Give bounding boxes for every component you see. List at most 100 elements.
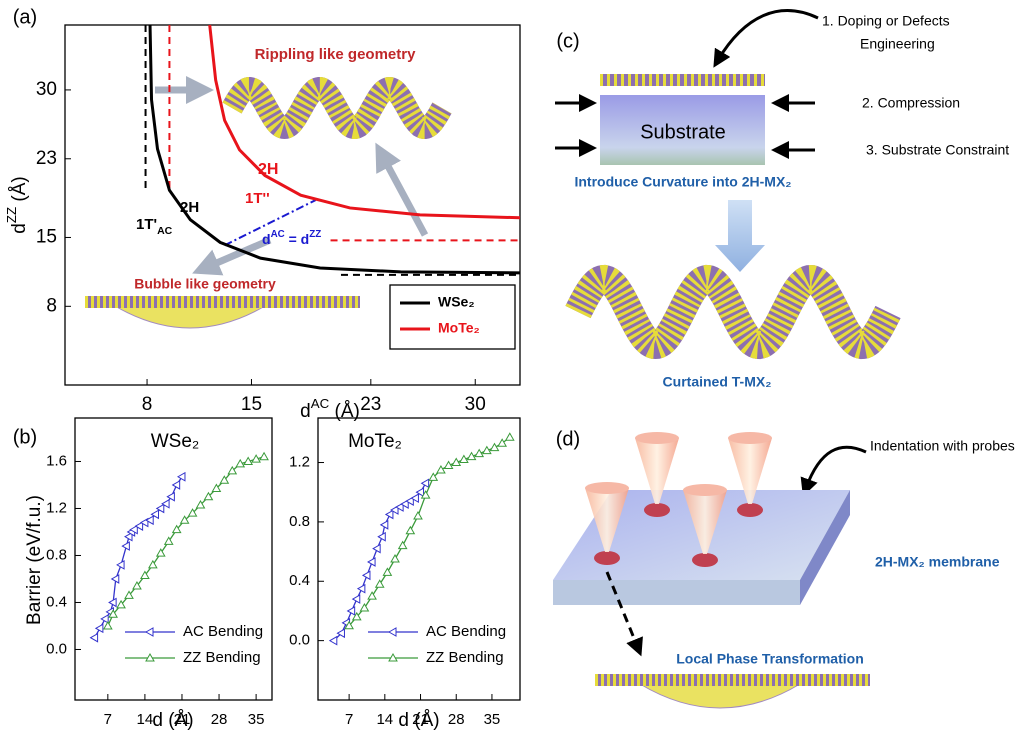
marker xyxy=(336,628,345,639)
panel-label: (b) xyxy=(13,426,37,448)
marker xyxy=(124,590,134,599)
marker xyxy=(161,498,170,509)
marker xyxy=(219,475,230,484)
marker xyxy=(405,525,416,535)
legend-marker xyxy=(145,652,155,662)
marker xyxy=(145,515,154,526)
marker xyxy=(179,515,190,524)
annotation: dAC = dZZ xyxy=(262,229,321,247)
marker xyxy=(176,471,186,482)
marker xyxy=(132,581,142,590)
y-tick-label: 0.8 xyxy=(289,513,310,530)
y-axis-label: dZZ (Å) xyxy=(4,176,30,233)
membrane-label: 2H-MX₂ membrane xyxy=(875,554,1000,570)
marker xyxy=(428,472,439,481)
atom-layer xyxy=(222,76,452,140)
marker xyxy=(390,553,400,563)
x-tick-label: 21 xyxy=(412,711,429,728)
plot-frame xyxy=(64,24,521,386)
membrane xyxy=(800,490,850,605)
marker xyxy=(497,438,508,447)
chart-title: MoTe₂ xyxy=(348,431,402,452)
x-tick-label: 28 xyxy=(448,711,465,728)
marker xyxy=(489,442,500,452)
marker xyxy=(171,480,181,490)
chart-title: WSe₂ xyxy=(151,431,200,452)
caption: Curtained T-MX₂ xyxy=(663,374,772,390)
arrow xyxy=(605,571,643,657)
legend-marker xyxy=(387,627,397,637)
annotation: 1T'' xyxy=(245,190,270,207)
marker xyxy=(356,583,366,594)
marker xyxy=(367,557,376,567)
annotation-part: AC xyxy=(271,229,285,240)
step-text: 2. Compression xyxy=(862,95,960,111)
marker xyxy=(100,614,109,624)
annotation-part: d xyxy=(262,231,271,247)
probes xyxy=(585,432,772,567)
y-tick-label: 0.4 xyxy=(46,593,67,610)
plot-frame xyxy=(317,417,521,701)
marker xyxy=(108,609,118,618)
marker xyxy=(420,478,430,489)
marker xyxy=(203,491,214,501)
legend-label: ZZ Bending xyxy=(183,649,261,666)
annotation: 1T'AC xyxy=(136,216,173,237)
marker xyxy=(211,483,222,492)
series-line xyxy=(148,24,521,275)
y-tick-label: 1.2 xyxy=(46,499,67,516)
marker xyxy=(155,548,166,557)
x-tick-label: 8 xyxy=(142,394,153,415)
marker xyxy=(346,606,356,616)
arrow xyxy=(713,9,819,68)
marker xyxy=(110,574,120,584)
marker xyxy=(121,541,130,551)
marker xyxy=(379,520,389,530)
annotation-part: ZZ xyxy=(309,229,321,240)
series-line xyxy=(333,482,427,642)
marker xyxy=(359,602,370,612)
x-tick-label: 28 xyxy=(211,711,228,728)
y-tick-label: 1.2 xyxy=(289,453,310,470)
marker xyxy=(367,591,377,600)
marker xyxy=(155,503,165,514)
marker xyxy=(227,465,238,475)
x-tick-label: 35 xyxy=(248,711,265,728)
membrane xyxy=(553,580,800,605)
arrow xyxy=(375,142,429,237)
x-tick-label: 15 xyxy=(241,394,262,415)
x-tick-label: 21 xyxy=(174,711,191,728)
marker xyxy=(436,464,446,474)
marker xyxy=(410,493,419,504)
annotation: 2H xyxy=(258,161,278,178)
substrate xyxy=(600,95,765,165)
marker xyxy=(344,620,354,630)
arrow xyxy=(800,445,867,497)
step-text: 1. Doping or Defects xyxy=(822,13,950,29)
series-line xyxy=(348,436,511,627)
marker xyxy=(361,570,371,581)
y-axis-label-part: (Å) xyxy=(9,176,30,207)
marker xyxy=(405,496,414,506)
marker xyxy=(187,508,198,517)
x-tick-label: 30 xyxy=(465,394,486,415)
x-tick-label: 7 xyxy=(345,711,353,728)
x-axis-label: d (Å) xyxy=(398,710,439,731)
plot-frame xyxy=(74,417,273,701)
legend-box xyxy=(389,284,516,350)
marker xyxy=(94,623,104,634)
marker xyxy=(451,457,462,467)
marker xyxy=(390,505,399,515)
marker xyxy=(134,521,144,531)
y-tick-label: 1.6 xyxy=(46,452,67,469)
annotation-part: AC xyxy=(157,225,173,237)
y-axis-label-part: ZZ xyxy=(4,207,19,223)
marker xyxy=(116,560,125,570)
marker xyxy=(504,432,515,441)
marker xyxy=(235,458,246,468)
x-axis-label: d (Å) xyxy=(152,710,193,731)
marker xyxy=(140,570,150,579)
marker xyxy=(89,632,99,643)
